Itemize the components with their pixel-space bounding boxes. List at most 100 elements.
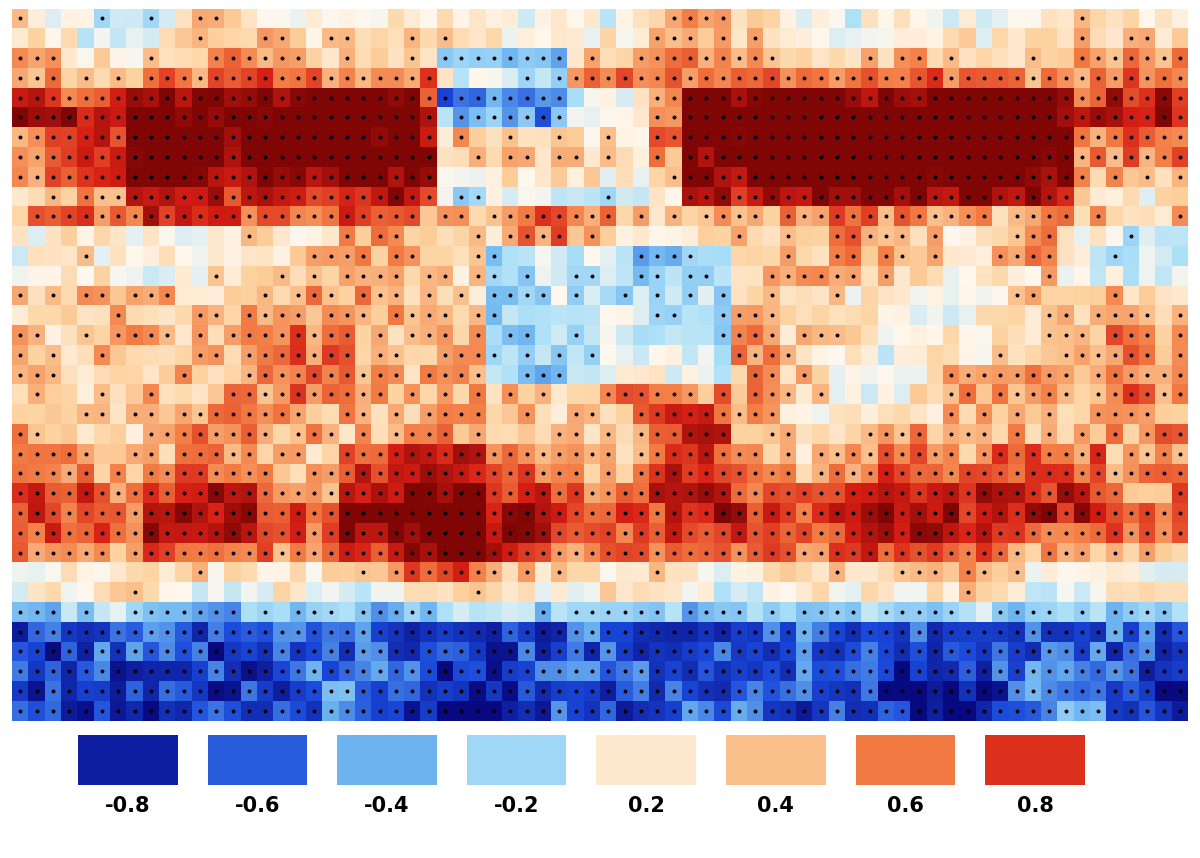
Point <box>288 526 307 540</box>
Point <box>958 486 977 500</box>
Point <box>288 150 307 164</box>
Point <box>92 625 112 638</box>
Point <box>1056 546 1075 559</box>
Point <box>680 71 700 85</box>
Point <box>288 427 307 441</box>
Point <box>958 170 977 184</box>
Point <box>599 506 618 520</box>
Point <box>402 605 421 619</box>
Point <box>990 506 1009 520</box>
Point <box>43 644 62 658</box>
Point <box>11 644 30 658</box>
Point <box>1007 229 1026 243</box>
Point <box>762 308 781 322</box>
Point <box>485 288 504 302</box>
Point <box>1056 170 1075 184</box>
Point <box>1088 388 1108 402</box>
Point <box>239 190 258 203</box>
Point <box>648 546 667 559</box>
Point <box>142 71 161 85</box>
Point <box>206 605 226 619</box>
Point <box>26 209 46 223</box>
Point <box>908 605 928 619</box>
Point <box>436 427 455 441</box>
Point <box>272 408 292 421</box>
Point <box>696 506 715 520</box>
Point <box>1138 546 1157 559</box>
Point <box>43 347 62 361</box>
Point <box>92 644 112 658</box>
Point <box>648 427 667 441</box>
Point <box>599 546 618 559</box>
Point <box>827 447 846 461</box>
Point <box>827 130 846 144</box>
Point <box>500 388 520 402</box>
Point <box>713 170 732 184</box>
Point <box>1056 130 1075 144</box>
Point <box>550 91 569 105</box>
Point <box>142 91 161 105</box>
Point <box>305 269 324 282</box>
Point <box>958 684 977 698</box>
Point <box>468 565 487 579</box>
Point <box>779 625 798 638</box>
Point <box>223 467 242 480</box>
Point <box>451 190 470 203</box>
Point <box>239 328 258 341</box>
Point <box>239 427 258 441</box>
Point <box>288 91 307 105</box>
Point <box>370 288 389 302</box>
Point <box>223 684 242 698</box>
Point <box>1024 91 1043 105</box>
Point <box>1105 71 1124 85</box>
Point <box>827 644 846 658</box>
Point <box>60 91 79 105</box>
Point <box>942 130 961 144</box>
Point <box>566 546 586 559</box>
Point <box>436 506 455 520</box>
Point <box>1105 347 1124 361</box>
Point <box>354 368 373 382</box>
Point <box>272 644 292 658</box>
Point <box>1154 684 1174 698</box>
Point <box>305 427 324 441</box>
Point <box>174 684 193 698</box>
Point <box>730 546 749 559</box>
Point <box>745 91 764 105</box>
Point <box>730 408 749 421</box>
Point <box>386 71 406 85</box>
Point <box>566 408 586 421</box>
Point <box>60 526 79 540</box>
Point <box>451 347 470 361</box>
Point <box>779 506 798 520</box>
Point <box>893 111 912 124</box>
Point <box>26 111 46 124</box>
Point <box>288 288 307 302</box>
Point <box>256 288 275 302</box>
Point <box>1007 546 1026 559</box>
Point <box>500 704 520 717</box>
Point <box>92 347 112 361</box>
Point <box>92 486 112 500</box>
Point <box>517 565 536 579</box>
Point <box>1121 467 1140 480</box>
Point <box>354 625 373 638</box>
Point <box>599 388 618 402</box>
Point <box>648 111 667 124</box>
Point <box>108 684 127 698</box>
Point <box>696 704 715 717</box>
Point <box>485 269 504 282</box>
Point <box>239 506 258 520</box>
Point <box>664 704 683 717</box>
Point <box>779 546 798 559</box>
Point <box>664 427 683 441</box>
Point <box>566 625 586 638</box>
Point <box>305 625 324 638</box>
Point <box>451 51 470 65</box>
Point <box>288 664 307 678</box>
Point <box>43 625 62 638</box>
Point <box>550 150 569 164</box>
Point <box>1024 209 1043 223</box>
Point <box>402 644 421 658</box>
Point <box>451 506 470 520</box>
